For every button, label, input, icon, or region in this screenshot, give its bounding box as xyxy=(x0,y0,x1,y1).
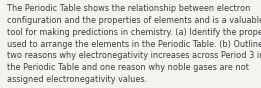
Text: The Periodic Table shows the relationship between electron: The Periodic Table shows the relationshi… xyxy=(7,4,250,13)
Text: the Periodic Table and one reason why noble gases are not: the Periodic Table and one reason why no… xyxy=(7,63,248,72)
Text: two reasons why electronegativity increases across Period 3 in: two reasons why electronegativity increa… xyxy=(7,51,261,60)
Text: assigned electronegativity values.: assigned electronegativity values. xyxy=(7,75,147,84)
Text: used to arrange the elements in the Periodic Table. (b) Outline: used to arrange the elements in the Peri… xyxy=(7,40,261,49)
Text: configuration and the properties of elements and is a valuable: configuration and the properties of elem… xyxy=(7,16,261,25)
Text: tool for making predictions in chemistry. (a) Identify the property: tool for making predictions in chemistry… xyxy=(7,28,261,37)
